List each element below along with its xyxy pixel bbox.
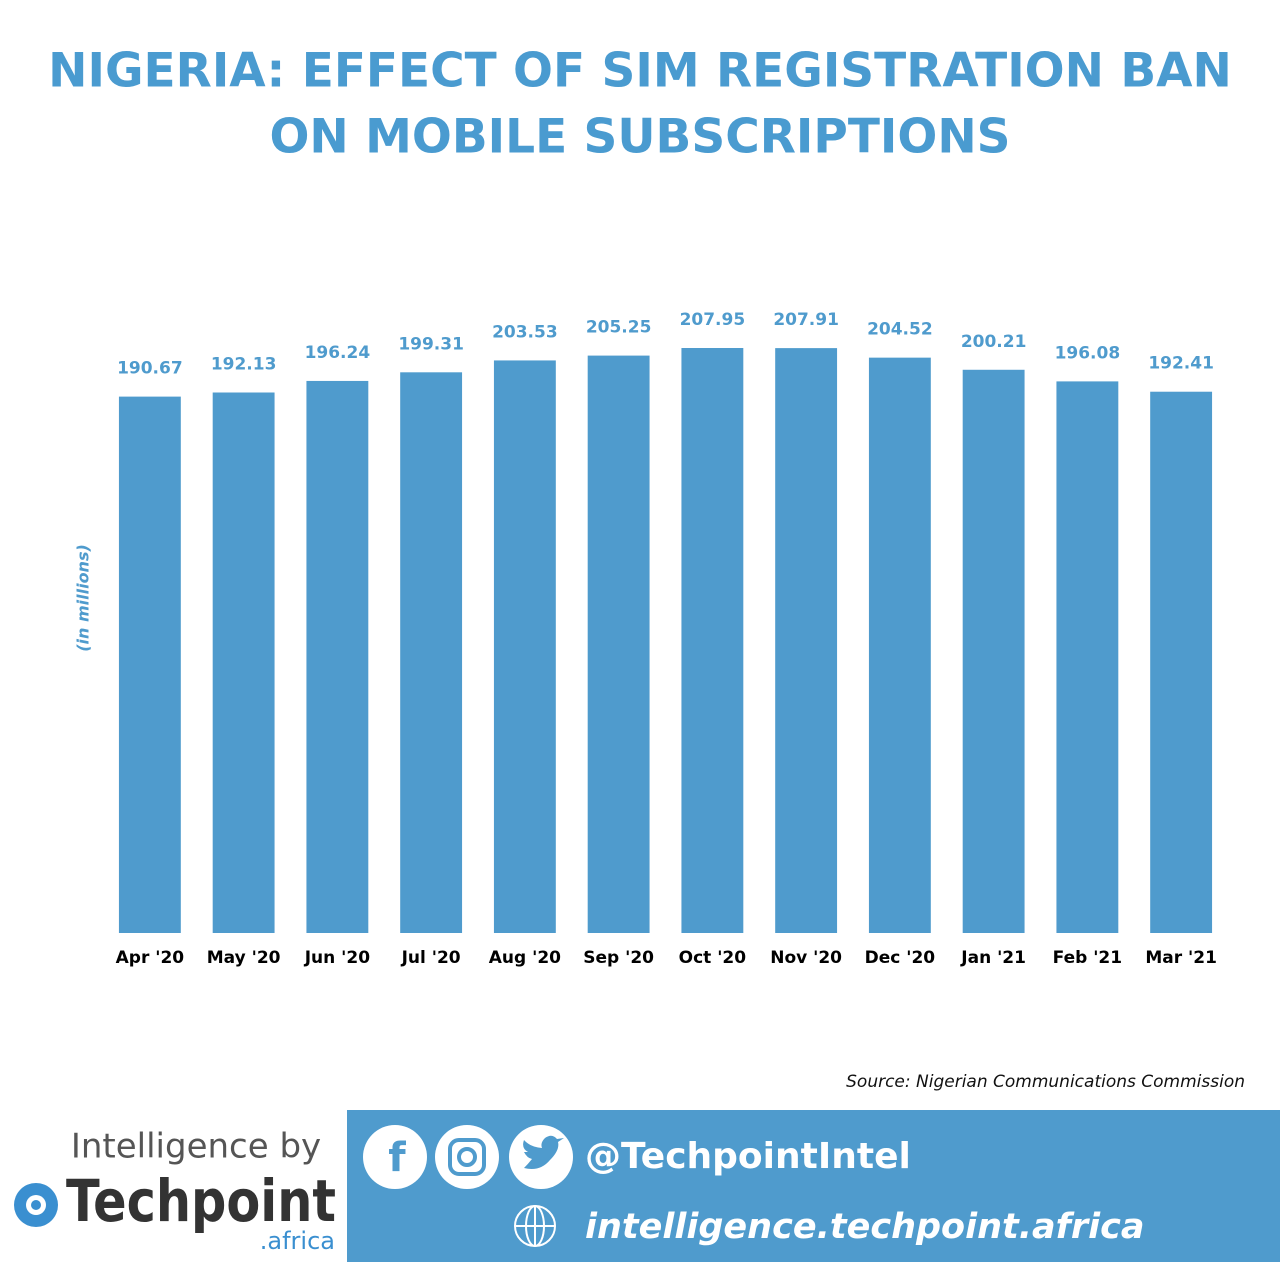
brand-suffix: .africa <box>260 1227 335 1255</box>
chart-title: NIGERIA: EFFECT OF SIM REGISTRATION BAN <box>48 44 1232 99</box>
x-tick-label: Dec '20 <box>865 948 936 968</box>
value-label: 199.31 <box>398 334 464 354</box>
value-label: 192.41 <box>1148 354 1214 374</box>
x-tick-label: Feb '21 <box>1053 948 1122 968</box>
social-banner <box>347 1110 1280 1262</box>
plot: 190.67 Apr '20 192.13 May '20 196.24 Jun '20 1… <box>116 310 1217 968</box>
value-label: 190.67 <box>117 359 183 379</box>
instagram-icon <box>457 1147 477 1167</box>
x-tick-label: Mar '21 <box>1145 948 1217 968</box>
x-tick-label: Aug '20 <box>489 948 561 968</box>
brand: Techpoint <box>66 1167 336 1235</box>
value-label: 196.08 <box>1055 343 1121 363</box>
x-tick-label: Sep '20 <box>583 948 654 968</box>
bar <box>1056 381 1119 933</box>
value-label: 192.13 <box>211 355 277 375</box>
bar <box>868 357 931 934</box>
y-axis-label: (in millions) <box>74 544 93 652</box>
bar <box>306 380 369 934</box>
logo-icon <box>31 1200 41 1210</box>
instagram-icon <box>435 1125 499 1189</box>
bar <box>1150 391 1213 933</box>
bar <box>400 372 463 933</box>
website: intelligence.techpoint.africa <box>585 1207 1145 1247</box>
value-label: 203.53 <box>492 322 558 342</box>
handle: @TechpointIntel <box>585 1136 911 1177</box>
facebook-icon <box>363 1125 427 1189</box>
x-tick-label: Jun '20 <box>304 948 370 968</box>
bar <box>212 392 275 933</box>
x-tick-label: Apr '20 <box>116 948 185 968</box>
bar <box>118 396 181 933</box>
twitter-icon <box>523 1135 564 1169</box>
facebook-icon: f <box>388 1135 406 1181</box>
globe-icon <box>514 1205 556 1247</box>
bar <box>775 348 838 933</box>
bar <box>493 360 556 934</box>
value-label: 207.91 <box>773 310 839 330</box>
chart-title: ON MOBILE SUBSCRIPTIONS <box>269 110 1010 165</box>
value-label: 200.21 <box>961 332 1027 352</box>
x-tick-label: Jul '20 <box>401 948 461 968</box>
tagline: Intelligence by <box>71 1127 321 1167</box>
value-label: 196.24 <box>305 343 371 363</box>
bar <box>962 369 1025 933</box>
value-label: 204.52 <box>867 320 933 340</box>
x-tick-label: May '20 <box>207 948 281 968</box>
x-tick-label: Jan '21 <box>960 948 1026 968</box>
instagram-icon <box>448 1138 486 1176</box>
source: Source: Nigerian Communications Commissi… <box>846 1072 1245 1092</box>
value-label: 205.25 <box>586 318 652 338</box>
x-tick-label: Oct '20 <box>679 948 747 968</box>
x-tick-label: Nov '20 <box>770 948 842 968</box>
value-label: 207.95 <box>680 310 746 330</box>
bar <box>587 355 650 933</box>
bar <box>681 348 744 933</box>
